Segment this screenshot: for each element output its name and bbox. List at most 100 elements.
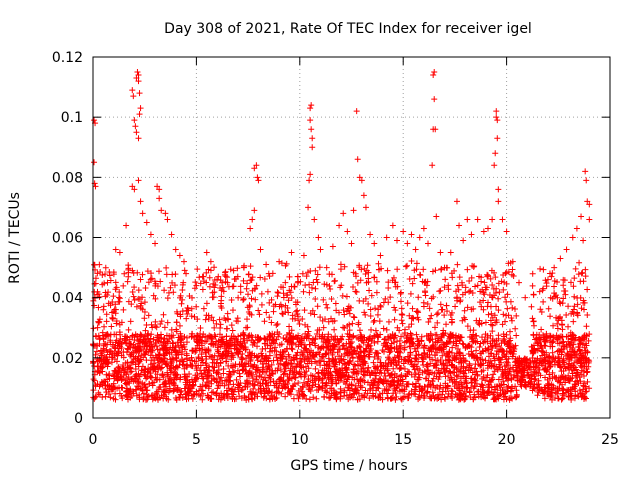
data-point (459, 340, 466, 347)
data-point (312, 381, 319, 388)
data-point (472, 283, 479, 290)
data-point (366, 336, 373, 343)
data-point (443, 340, 450, 347)
data-point (153, 343, 160, 350)
data-point (432, 126, 439, 133)
data-point (481, 336, 488, 343)
data-point (131, 284, 138, 291)
data-point (466, 288, 473, 295)
data-point (93, 348, 100, 355)
data-point (173, 308, 180, 315)
data-point (578, 270, 585, 277)
data-point (186, 378, 193, 385)
data-point (318, 335, 325, 342)
data-point (91, 159, 98, 166)
data-point (166, 385, 173, 392)
data-point (181, 333, 188, 340)
data-point (346, 310, 353, 317)
data-point (514, 372, 521, 379)
data-point (582, 266, 589, 273)
data-point (157, 365, 164, 372)
data-point (351, 347, 358, 354)
data-point (355, 369, 362, 376)
axis-ticks: 00.020.040.060.080.10.120 5 10 15 20 25 (52, 50, 619, 448)
data-point (476, 321, 483, 328)
data-point (571, 293, 578, 300)
data-point (559, 395, 566, 402)
data-point (101, 378, 108, 385)
data-point (427, 315, 434, 322)
data-point (440, 327, 447, 334)
data-point (408, 231, 415, 238)
data-point (461, 307, 468, 314)
data-point (163, 264, 170, 271)
data-point (287, 367, 294, 374)
data-point (301, 357, 308, 364)
data-point (521, 367, 528, 374)
data-point (102, 393, 109, 400)
data-point (271, 347, 278, 354)
data-point (284, 338, 291, 345)
data-point (165, 389, 172, 396)
data-point (377, 359, 384, 366)
data-point (539, 362, 546, 369)
data-point (454, 373, 461, 380)
data-point (453, 198, 460, 205)
data-point (448, 387, 455, 394)
data-point (568, 336, 575, 343)
data-point (488, 310, 495, 317)
data-point (236, 361, 243, 368)
data-point (504, 291, 511, 298)
data-point (392, 283, 399, 290)
data-point (577, 350, 584, 357)
data-point (387, 361, 394, 368)
data-point (229, 327, 236, 334)
data-point (374, 338, 381, 345)
data-point (339, 292, 346, 299)
data-point (508, 314, 515, 321)
data-point (333, 395, 340, 402)
data-point (179, 348, 186, 355)
data-point (559, 390, 566, 397)
data-point (456, 349, 463, 356)
y-tick-label: 0.04 (52, 291, 83, 307)
data-point (389, 377, 396, 384)
data-point (485, 359, 492, 366)
data-point (240, 264, 247, 271)
data-point (120, 306, 127, 313)
data-point (394, 266, 401, 273)
data-point (500, 378, 507, 385)
data-point (329, 243, 336, 250)
data-point (203, 249, 210, 256)
data-point (255, 353, 262, 360)
data-point (150, 292, 157, 299)
data-point (340, 210, 347, 217)
data-point (183, 270, 190, 277)
data-point (106, 372, 113, 379)
data-point (163, 271, 170, 278)
data-point (539, 357, 546, 364)
data-point (215, 382, 222, 389)
data-point (148, 341, 155, 348)
data-point (436, 288, 443, 295)
data-point (377, 252, 384, 259)
data-point (431, 69, 438, 76)
data-point (507, 388, 514, 395)
data-point (288, 335, 294, 342)
data-point (133, 371, 140, 378)
data-point (179, 296, 186, 303)
data-point (289, 315, 296, 322)
data-point (561, 363, 568, 370)
data-point (360, 371, 367, 378)
data-point (448, 374, 455, 381)
data-point (323, 281, 330, 288)
data-point (408, 258, 415, 265)
data-point (104, 341, 111, 348)
data-point (432, 331, 439, 338)
data-point (103, 353, 110, 360)
data-point (471, 394, 478, 401)
data-point (91, 261, 98, 268)
data-point (391, 345, 398, 352)
data-point (415, 294, 422, 301)
data-point (324, 336, 331, 343)
